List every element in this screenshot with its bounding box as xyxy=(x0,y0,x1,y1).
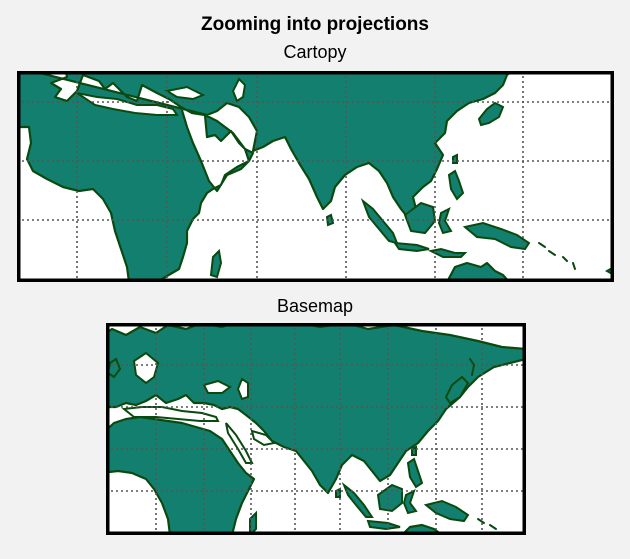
sumatra xyxy=(341,481,374,518)
africa-eurasia-landmass xyxy=(17,71,514,282)
africa xyxy=(106,415,256,535)
lesser-sunda-islands xyxy=(427,247,468,258)
new-guinea xyxy=(423,499,470,523)
japan xyxy=(444,375,470,405)
vanuatu-islet xyxy=(572,262,576,270)
sri-lanka xyxy=(325,213,335,227)
gridlines xyxy=(106,323,526,535)
java xyxy=(366,519,401,531)
caspian-sea xyxy=(231,77,247,103)
gridlines xyxy=(17,71,614,282)
basemap-panel-title: Basemap xyxy=(276,296,354,316)
black-sea xyxy=(202,379,232,394)
philippines xyxy=(447,169,465,201)
cartopy-panel-title: Cartopy xyxy=(283,42,347,62)
figure-title: Zooming into projections xyxy=(201,14,429,35)
black-sea xyxy=(164,85,206,101)
basemap-map xyxy=(106,323,526,535)
mediterranean-sea xyxy=(76,92,179,116)
mediterranean-sea xyxy=(121,406,220,422)
japan xyxy=(477,101,505,127)
sakhalin xyxy=(469,358,476,376)
sulawesi xyxy=(437,207,453,235)
red-sea xyxy=(225,422,254,464)
java xyxy=(393,241,430,253)
persian-gulf xyxy=(250,429,277,447)
solomon-islands xyxy=(538,242,568,262)
map-frame xyxy=(17,71,614,282)
sulawesi xyxy=(402,489,418,515)
caspian-sea xyxy=(236,377,249,401)
philippines xyxy=(406,457,424,489)
cartopy-map xyxy=(17,71,614,282)
baltic-sea xyxy=(132,351,160,385)
map-frame xyxy=(106,323,526,535)
madagascar xyxy=(209,248,223,279)
taiwan xyxy=(452,153,458,164)
solomon-islands xyxy=(477,518,497,530)
new-guinea xyxy=(462,221,531,251)
